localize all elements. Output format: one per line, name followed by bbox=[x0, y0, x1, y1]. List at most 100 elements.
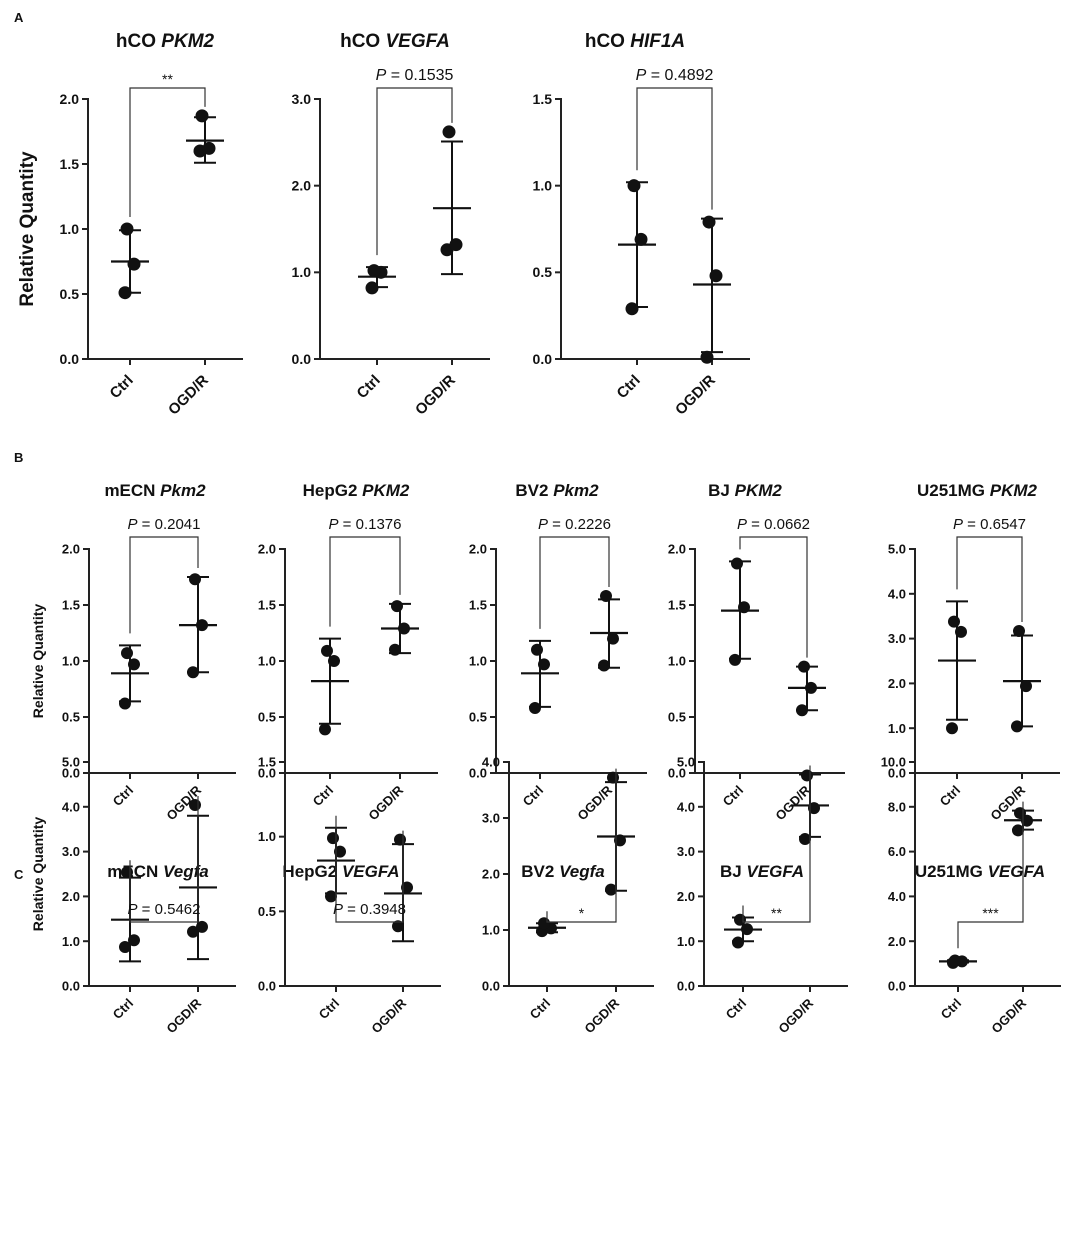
p-symbol: P bbox=[333, 901, 343, 918]
significance-label: P = 0.1376 bbox=[329, 516, 402, 533]
data-point bbox=[319, 723, 331, 736]
data-point bbox=[949, 954, 961, 967]
y-tick-label: 5.0 bbox=[888, 542, 906, 557]
y-tick-label: 1.0 bbox=[62, 934, 80, 949]
y-tick-label: 2.0 bbox=[469, 542, 487, 557]
y-tick-label: 3.0 bbox=[482, 811, 500, 826]
data-point bbox=[634, 232, 648, 246]
significance-bracket: P = 0.1535 bbox=[376, 67, 454, 256]
x-tick-label: OGD/R bbox=[163, 995, 204, 1036]
y-tick-label: 2.0 bbox=[62, 889, 80, 904]
y-tick-label: 0.5 bbox=[258, 904, 276, 919]
y-tick-label: 3.0 bbox=[292, 91, 312, 107]
chart-title: BJ VEGFA bbox=[720, 862, 804, 881]
data-point bbox=[391, 600, 403, 613]
data-point bbox=[1011, 720, 1023, 733]
p-value: = 0.0662 bbox=[747, 516, 810, 533]
y-tick-label: 0.0 bbox=[258, 766, 276, 781]
y-tick-label: 1.0 bbox=[469, 654, 487, 669]
data-point bbox=[738, 601, 750, 614]
series-ogd-r bbox=[590, 590, 628, 672]
significance-bracket: P = 0.3948 bbox=[333, 815, 406, 923]
bracket-line bbox=[739, 536, 808, 658]
y-tick-label: 5.0 bbox=[62, 755, 80, 770]
data-point bbox=[627, 179, 641, 193]
p-symbol: P bbox=[128, 901, 138, 918]
data-point bbox=[325, 890, 337, 903]
data-point bbox=[625, 302, 639, 316]
data-point bbox=[702, 215, 716, 229]
x-tick-label: Ctrl bbox=[938, 996, 964, 1022]
data-point bbox=[119, 697, 131, 710]
y-tick-label: 3.0 bbox=[677, 844, 695, 859]
data-point bbox=[598, 659, 610, 672]
y-tick-label: 0.0 bbox=[62, 766, 80, 781]
x-tick-label: OGD/R bbox=[574, 782, 615, 823]
data-point bbox=[442, 125, 456, 139]
significance-label: P = 0.0662 bbox=[737, 516, 810, 533]
data-point bbox=[801, 769, 813, 782]
chart-title: BV2 Vegfa bbox=[521, 862, 604, 881]
data-point bbox=[741, 923, 753, 936]
chart-title-gene: VEGFA bbox=[342, 862, 400, 881]
x-tick-label: OGD/R bbox=[775, 995, 816, 1036]
data-point bbox=[118, 286, 132, 300]
x-tick-label: Ctrl bbox=[520, 783, 546, 809]
x-tick-label: OGD/R bbox=[988, 995, 1029, 1036]
bracket-line bbox=[329, 536, 401, 627]
y-tick-label: 0.0 bbox=[533, 351, 553, 367]
y-tick-label: 0.0 bbox=[677, 979, 695, 994]
chart-title-gene: Vegfa bbox=[559, 862, 605, 881]
y-tick-label: 2.0 bbox=[668, 542, 686, 557]
chart-title-gene: Vegfa bbox=[163, 862, 209, 881]
chart-title-cell: BJ bbox=[720, 862, 746, 881]
y-tick-label: 1.5 bbox=[533, 91, 553, 107]
data-point bbox=[1021, 814, 1033, 827]
data-point bbox=[449, 238, 463, 252]
y-tick-label: 1.0 bbox=[888, 721, 906, 736]
data-point bbox=[732, 936, 744, 949]
x-tick-label: OGD/R bbox=[772, 782, 813, 823]
chart-title: hCO HIF1A bbox=[585, 31, 685, 52]
significance-bracket: * bbox=[546, 768, 617, 923]
chart-title-cell: BJ bbox=[708, 481, 734, 500]
data-point bbox=[196, 920, 208, 933]
data-point bbox=[365, 281, 379, 295]
x-tick-label: Ctrl bbox=[614, 372, 644, 402]
significance-label: P = 0.3948 bbox=[333, 901, 406, 918]
chart-title-gene: HIF1A bbox=[630, 31, 685, 52]
significance-label: P = 0.6547 bbox=[953, 516, 1026, 533]
chart-title: U251MG PKM2 bbox=[917, 481, 1038, 500]
data-point bbox=[1012, 824, 1024, 837]
chart-title-cell: U251MG bbox=[917, 481, 990, 500]
y-tick-label: 0.0 bbox=[60, 351, 80, 367]
data-point bbox=[128, 934, 140, 947]
data-point bbox=[808, 802, 820, 815]
p-value: = 0.2041 bbox=[138, 516, 201, 533]
chart-title-gene: VEGFA bbox=[988, 862, 1046, 881]
chart-title: U251MG VEGFA bbox=[915, 862, 1045, 881]
y-tick-label: 1.5 bbox=[60, 156, 80, 172]
chart-bj-pkm2: BJ PKM2 0.0 0.5 1.0 1.5 2.0 Ctrl OGD/R P = 0.066… bbox=[668, 481, 845, 823]
y-tick-label: 4.0 bbox=[888, 889, 906, 904]
series-ogd-r bbox=[186, 109, 224, 164]
chart-title-gene: PKM2 bbox=[735, 481, 783, 500]
y-tick-label: 0.0 bbox=[258, 979, 276, 994]
p-value: = 0.3948 bbox=[343, 901, 406, 918]
y-tick-label: 10.0 bbox=[881, 755, 906, 770]
x-tick-label: Ctrl bbox=[107, 372, 137, 402]
p-symbol: P bbox=[376, 67, 387, 84]
chart-bv2-vegfa: BV2 Vegfa 0.0 1.0 2.0 3.0 4.0 Ctrl OGD/R * bbox=[482, 755, 654, 1036]
series-ctrl bbox=[111, 222, 149, 300]
y-tick-label: 2.0 bbox=[258, 542, 276, 557]
p-symbol: P bbox=[128, 516, 138, 533]
y-tick-label: 0.5 bbox=[258, 710, 276, 725]
y-tick-label: 1.5 bbox=[469, 598, 487, 613]
data-point bbox=[394, 833, 406, 846]
data-point bbox=[389, 643, 401, 656]
chart-title-gene: VEGFA bbox=[385, 31, 449, 52]
series-ogd-r bbox=[179, 573, 217, 679]
chart-title-gene: PKM2 bbox=[161, 31, 214, 52]
chart-title: BJ PKM2 bbox=[708, 481, 782, 500]
